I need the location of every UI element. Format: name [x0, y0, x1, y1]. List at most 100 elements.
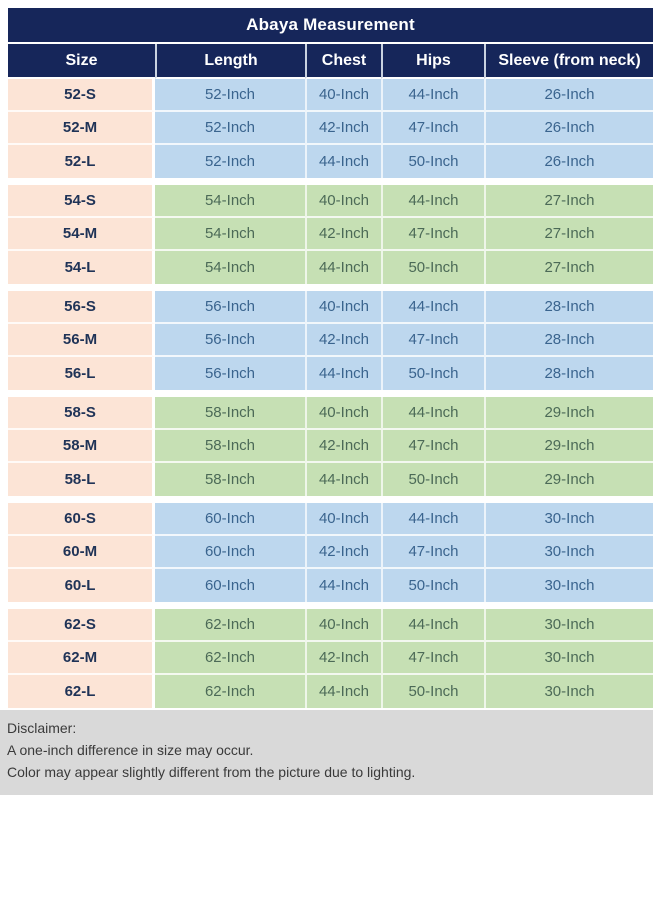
group-gap-cell: [8, 496, 653, 503]
size-cell: 54-M: [8, 218, 155, 251]
measurement-cell: 42-Inch: [305, 218, 381, 251]
size-cell: 58-M: [8, 430, 155, 463]
measurement-cell: 42-Inch: [305, 536, 381, 569]
table-row: 52-S 52-Inch 40-Inch 44-Inch 26-Inch: [8, 79, 653, 112]
table-row: 58-M 58-Inch 42-Inch 47-Inch 29-Inch: [8, 430, 653, 463]
measurement-cell: 44-Inch: [305, 251, 381, 284]
table-row: 56-S 56-Inch 40-Inch 44-Inch 28-Inch: [8, 291, 653, 324]
measurement-cell: 42-Inch: [305, 324, 381, 357]
size-cell: 52-M: [8, 112, 155, 145]
measurement-cell: 29-Inch: [484, 463, 653, 496]
measurement-cell: 56-Inch: [155, 324, 305, 357]
group-gap-cell: [8, 178, 653, 185]
table-row: 62-S 62-Inch 40-Inch 44-Inch 30-Inch: [8, 609, 653, 642]
size-cell: 52-L: [8, 145, 155, 178]
measurement-cell: 47-Inch: [381, 324, 484, 357]
group-gap-cell: [8, 390, 653, 397]
measurement-cell: 28-Inch: [484, 357, 653, 390]
measurement-cell: 50-Inch: [381, 675, 484, 708]
measurement-cell: 60-Inch: [155, 536, 305, 569]
group-gap-cell: [8, 284, 653, 291]
measurement-table: Abaya Measurement Size Length Chest Hips…: [8, 8, 653, 708]
measurement-cell: 40-Inch: [305, 397, 381, 430]
size-cell: 60-L: [8, 569, 155, 602]
table-row: 60-L 60-Inch 44-Inch 50-Inch 30-Inch: [8, 569, 653, 602]
measurement-cell: 26-Inch: [484, 79, 653, 112]
header-row: Size Length Chest Hips Sleeve (from neck…: [8, 44, 653, 79]
measurement-cell: 40-Inch: [305, 185, 381, 218]
measurement-cell: 30-Inch: [484, 642, 653, 675]
measurement-cell: 62-Inch: [155, 675, 305, 708]
disclaimer-block: Disclaimer: . A one-inch difference in s…: [0, 710, 653, 795]
size-cell: 56-S: [8, 291, 155, 324]
column-header-sleeve: Sleeve (from neck): [484, 44, 653, 79]
column-header-chest: Chest: [305, 44, 381, 79]
size-cell: 52-S: [8, 79, 155, 112]
measurement-cell: 58-Inch: [155, 430, 305, 463]
size-cell: 62-S: [8, 609, 155, 642]
measurement-cell: 30-Inch: [484, 675, 653, 708]
column-header-size: Size: [8, 44, 155, 79]
measurement-cell: 62-Inch: [155, 642, 305, 675]
size-cell: 60-S: [8, 503, 155, 536]
table-row: 58-S 58-Inch 40-Inch 44-Inch 29-Inch: [8, 397, 653, 430]
measurement-cell: 30-Inch: [484, 503, 653, 536]
measurement-cell: 58-Inch: [155, 463, 305, 496]
measurement-cell: 56-Inch: [155, 357, 305, 390]
size-cell: 54-L: [8, 251, 155, 284]
measurement-cell: 44-Inch: [381, 609, 484, 642]
measurement-cell: 50-Inch: [381, 145, 484, 178]
measurement-cell: 54-Inch: [155, 251, 305, 284]
size-cell: 54-S: [8, 185, 155, 218]
table-row: 52-M 52-Inch 42-Inch 47-Inch 26-Inch: [8, 112, 653, 145]
measurement-cell: 44-Inch: [305, 145, 381, 178]
disclaimer-line-2: Color may appear slightly different from…: [7, 764, 416, 780]
disclaimer-heading: Disclaimer:: [7, 720, 77, 736]
measurement-cell: 44-Inch: [381, 79, 484, 112]
measurement-cell: 52-Inch: [155, 145, 305, 178]
size-cell: 58-L: [8, 463, 155, 496]
measurement-cell: 47-Inch: [381, 430, 484, 463]
table-row: 62-L 62-Inch 44-Inch 50-Inch 30-Inch: [8, 675, 653, 708]
measurement-cell: 52-Inch: [155, 79, 305, 112]
measurement-cell: 54-Inch: [155, 218, 305, 251]
measurement-cell: 30-Inch: [484, 609, 653, 642]
group-gap: [8, 178, 653, 185]
measurement-cell: 47-Inch: [381, 642, 484, 675]
size-table: Size Length Chest Hips Sleeve (from neck…: [8, 44, 653, 708]
measurement-cell: 50-Inch: [381, 569, 484, 602]
measurement-cell: 54-Inch: [155, 185, 305, 218]
measurement-cell: 40-Inch: [305, 503, 381, 536]
measurement-cell: 44-Inch: [381, 397, 484, 430]
size-cell: 58-S: [8, 397, 155, 430]
measurement-cell: 40-Inch: [305, 609, 381, 642]
measurement-cell: 47-Inch: [381, 112, 484, 145]
measurement-cell: 44-Inch: [381, 291, 484, 324]
table-row: 60-S 60-Inch 40-Inch 44-Inch 30-Inch: [8, 503, 653, 536]
measurement-cell: 40-Inch: [305, 79, 381, 112]
measurement-cell: 60-Inch: [155, 503, 305, 536]
size-table-body: 52-S 52-Inch 40-Inch 44-Inch 26-Inch 52-M 52-I…: [8, 79, 653, 708]
size-cell: 56-M: [8, 324, 155, 357]
group-gap: [8, 284, 653, 291]
measurement-cell: 47-Inch: [381, 536, 484, 569]
measurement-cell: 47-Inch: [381, 218, 484, 251]
table-row: 54-M 54-Inch 42-Inch 47-Inch 27-Inch: [8, 218, 653, 251]
measurement-cell: 29-Inch: [484, 397, 653, 430]
measurement-cell: 40-Inch: [305, 291, 381, 324]
measurement-cell: 44-Inch: [305, 675, 381, 708]
measurement-cell: 28-Inch: [484, 324, 653, 357]
measurement-cell: 42-Inch: [305, 430, 381, 463]
measurement-cell: 27-Inch: [484, 185, 653, 218]
measurement-cell: 42-Inch: [305, 642, 381, 675]
measurement-cell: 58-Inch: [155, 397, 305, 430]
measurement-cell: 30-Inch: [484, 569, 653, 602]
size-cell: 60-M: [8, 536, 155, 569]
column-header-length: Length: [155, 44, 305, 79]
stray-period-mark: .: [160, 737, 164, 753]
table-row: 52-L 52-Inch 44-Inch 50-Inch 26-Inch: [8, 145, 653, 178]
table-row: 54-L 54-Inch 44-Inch 50-Inch 27-Inch: [8, 251, 653, 284]
measurement-cell: 44-Inch: [305, 463, 381, 496]
disclaimer-line-1: A one-inch difference in size may occur.: [7, 742, 254, 758]
measurement-cell: 42-Inch: [305, 112, 381, 145]
